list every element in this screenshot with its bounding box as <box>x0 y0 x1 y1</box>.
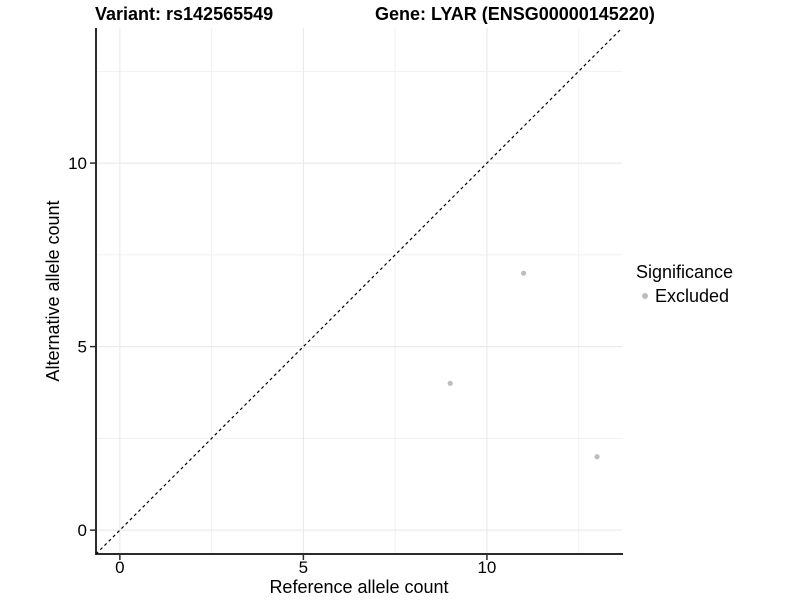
gene-title: Gene: LYAR (ENSG00000145220) <box>375 4 655 24</box>
variant-title: Variant: rs142565549 <box>95 4 274 24</box>
x-tick-label: 10 <box>477 558 496 577</box>
y-axis-title: Alternative allele count <box>43 200 63 382</box>
y-tick-label: 10 <box>68 154 87 173</box>
legend: Significance Excluded <box>636 261 733 307</box>
x-tick-label: 0 <box>115 558 124 577</box>
x-tick-label: 5 <box>299 558 308 577</box>
data-point <box>521 270 527 276</box>
data-point <box>447 380 453 386</box>
data-point <box>594 454 600 460</box>
y-tick-label: 5 <box>78 338 87 357</box>
x-axis-title: Reference allele count <box>269 577 449 597</box>
legend-item-label: Excluded <box>655 286 730 306</box>
legend-item-excluded: Excluded <box>636 285 733 307</box>
legend-point-icon <box>642 293 648 299</box>
y-tick-label: 0 <box>78 521 87 540</box>
legend-title: Significance <box>636 262 734 282</box>
identity-dashed-line <box>95 27 623 555</box>
